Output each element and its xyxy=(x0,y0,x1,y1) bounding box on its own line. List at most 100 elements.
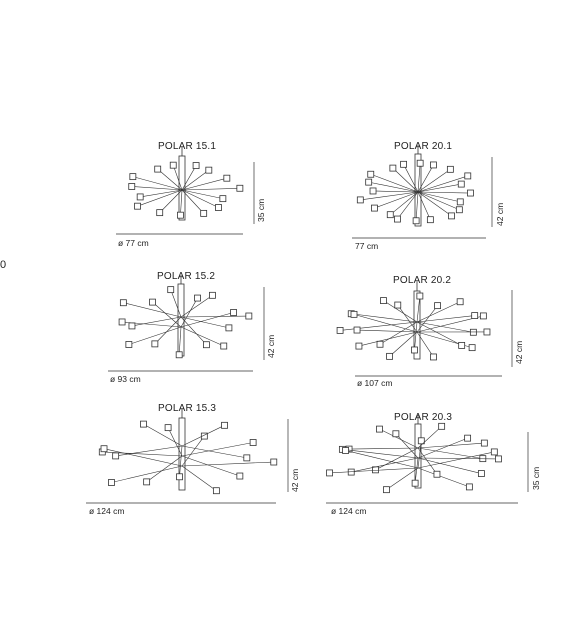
light-cube xyxy=(417,437,425,445)
light-cube xyxy=(209,291,216,299)
arm xyxy=(417,191,452,217)
light-cube xyxy=(221,421,228,429)
arm xyxy=(180,315,249,318)
arm xyxy=(414,457,419,484)
light-cube xyxy=(356,196,364,204)
arm xyxy=(417,175,468,193)
arm xyxy=(397,304,418,333)
light-cube xyxy=(416,159,424,167)
arm xyxy=(349,447,419,450)
arm xyxy=(415,191,419,221)
arm xyxy=(179,445,183,477)
arm xyxy=(180,297,198,328)
arm xyxy=(386,467,419,490)
light-cube xyxy=(149,298,156,306)
light-cube xyxy=(192,162,200,169)
arm xyxy=(157,168,183,191)
light-cube xyxy=(140,420,147,428)
light-cube xyxy=(143,478,151,486)
light-cube xyxy=(151,340,159,348)
arm xyxy=(416,321,474,333)
light-cube xyxy=(464,434,472,442)
width-dimension: ø 77 cm xyxy=(118,238,149,248)
arm xyxy=(103,448,183,467)
light-cube xyxy=(134,202,141,210)
light-cube xyxy=(326,469,333,477)
light-cube xyxy=(458,341,466,349)
arm xyxy=(392,167,419,193)
arm xyxy=(181,465,217,491)
arm xyxy=(351,457,419,473)
light-cube xyxy=(376,425,383,433)
light-cube xyxy=(430,161,437,169)
light-cube xyxy=(215,204,222,211)
arm xyxy=(417,426,442,449)
arm xyxy=(181,425,225,447)
arm xyxy=(181,445,247,459)
light-cube xyxy=(108,479,115,486)
arm xyxy=(414,321,418,351)
arm xyxy=(128,326,182,345)
arm xyxy=(403,164,419,193)
light-cube xyxy=(380,297,387,305)
light-cube xyxy=(468,344,476,352)
width-dimension: ø 124 cm xyxy=(89,506,125,516)
light-cube xyxy=(394,301,402,309)
light-cube xyxy=(129,173,137,181)
light-cube xyxy=(434,302,441,310)
light-cube xyxy=(467,189,474,197)
light-cube xyxy=(477,470,485,477)
light-cube xyxy=(353,326,361,334)
arm xyxy=(137,189,183,207)
model-title: POLAR 15.2 xyxy=(157,271,216,282)
arm xyxy=(181,461,274,467)
light-cube xyxy=(236,472,244,480)
arm xyxy=(417,437,468,459)
light-cube xyxy=(167,286,175,294)
light-cube xyxy=(464,172,472,180)
arm xyxy=(123,302,182,318)
light-cube xyxy=(136,193,144,201)
arm xyxy=(373,190,419,193)
light-cube xyxy=(383,486,390,494)
arm xyxy=(181,169,209,191)
light-cube xyxy=(205,166,213,174)
arm xyxy=(140,189,183,198)
arm xyxy=(115,445,183,457)
arm xyxy=(181,189,223,199)
arm xyxy=(132,176,183,191)
light-cube xyxy=(164,424,172,432)
arm xyxy=(180,312,234,328)
light-cube xyxy=(194,294,201,302)
arm xyxy=(416,301,461,323)
arm xyxy=(181,455,240,477)
arm xyxy=(152,301,182,328)
light-cube xyxy=(386,352,393,360)
arm xyxy=(416,321,462,346)
arm xyxy=(353,314,418,333)
light-cube xyxy=(220,342,228,350)
light-cube xyxy=(336,327,344,334)
arm xyxy=(178,326,182,355)
light-cube xyxy=(200,209,208,217)
light-cube xyxy=(394,215,401,223)
arm xyxy=(351,313,418,323)
arm xyxy=(375,447,419,471)
light-cube xyxy=(200,432,208,440)
arm xyxy=(368,181,419,193)
arm xyxy=(111,465,183,483)
light-cube xyxy=(118,318,126,326)
arm xyxy=(417,191,461,203)
light-cube xyxy=(350,310,358,318)
arm xyxy=(102,451,183,457)
light-cube xyxy=(245,312,253,320)
arm xyxy=(170,289,182,318)
arm xyxy=(370,173,419,193)
arm xyxy=(417,169,451,193)
width-dimension: 77 cm xyxy=(355,241,379,251)
light-cube xyxy=(177,211,184,219)
model-title: POLAR 15.1 xyxy=(158,141,217,152)
